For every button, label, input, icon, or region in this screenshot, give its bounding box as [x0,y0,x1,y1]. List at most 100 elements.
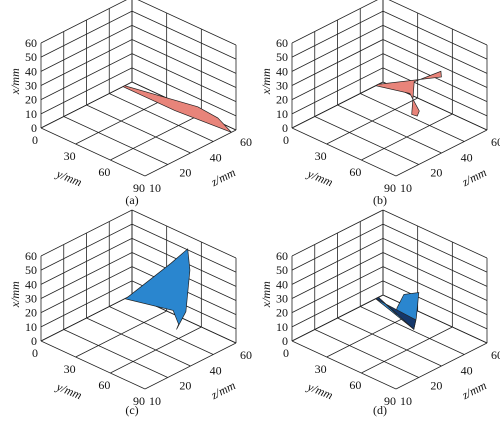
z-tick-label: 40 [210,363,222,377]
z-tick-label: 40 [210,150,222,164]
x-tick-label: 0 [282,121,288,135]
x-tick-label: 50 [25,263,37,277]
z-axis-label: z/mm [208,165,238,190]
x-tick-label: 30 [25,79,37,93]
grid-line [137,0,237,46]
z-tick-label: 20 [430,166,442,180]
y-tick-label: 0 [283,133,289,147]
y-axis-label: y/mm [305,379,336,402]
x-tick-label: 10 [276,320,288,334]
z-tick-label: 20 [179,379,191,393]
grid-line [382,223,488,273]
y-tick-label: 30 [64,149,76,163]
grid-line [382,24,488,74]
grid-line [360,93,465,142]
grid-line [382,280,488,330]
x-tick-label: 50 [25,50,37,64]
y-tick-label: 60 [98,165,110,179]
z-axis-label: z/mm [459,378,489,403]
grid-line [337,104,442,154]
grid-line [314,116,419,165]
z-tick-label: 20 [430,379,442,393]
grid-line [63,116,168,165]
y-tick-label: 90 [133,181,145,195]
grid-line [131,53,237,103]
x-tick-label: 10 [276,107,288,121]
grid-line [337,317,442,367]
y-tick-label: 90 [133,394,145,408]
x-tick-label: 50 [276,263,288,277]
grid-line [382,209,488,259]
panel-caption: (b) [373,193,387,207]
grid-line [382,252,488,301]
z-axis-label: z/mm [459,165,489,190]
panel-caption: (a) [125,193,138,207]
y-axis-label: y/mm [54,379,85,402]
x-tick-label: 30 [25,292,37,306]
grid-line [40,127,146,177]
z-axis-label: z/mm [208,378,238,403]
x-tick-label: 60 [25,249,37,263]
grid-line [360,306,465,355]
y-tick-label: 60 [98,378,110,392]
x-tick-label: 20 [25,93,37,107]
y-tick-label: 60 [349,165,361,179]
grid-line [86,104,191,154]
grid-line [382,67,488,117]
x-tick-label: 60 [25,36,37,50]
y-axis-label: y/mm [54,166,85,189]
surface-patch [123,248,191,330]
grid-line [131,10,237,60]
grid-line [131,209,237,259]
grid-line [131,67,237,117]
x-tick-label: 50 [276,50,288,64]
z-tick-label: 10 [149,181,161,195]
y-tick-label: 60 [349,378,361,392]
panel-caption: (c) [125,403,138,417]
x-tick-label: 20 [276,93,288,107]
y-axis-label: y/mm [305,166,336,189]
z-tick-label: 60 [240,348,252,362]
z-tick-label: 60 [491,135,500,149]
surface-patch [122,85,232,133]
x-tick-label: 60 [276,249,288,263]
y-tick-label: 0 [32,133,38,147]
x-tick-label: 30 [276,79,288,93]
x-tick-label: 0 [282,334,288,348]
x-tick-label: 0 [31,121,37,135]
x-tick-label: 0 [31,334,37,348]
z-tick-label: 20 [179,166,191,180]
x-tick-label: 10 [25,107,37,121]
grid-line [382,266,488,316]
grid-line [131,39,237,88]
z-tick-label: 40 [461,363,473,377]
y-tick-label: 0 [283,346,289,360]
z-tick-label: 10 [400,181,412,195]
z-tick-label: 40 [461,150,473,164]
x-axis-label: x/mm [259,68,273,95]
grid-line [109,93,214,142]
grid-line [131,24,237,74]
z-tick-label: 60 [491,348,500,362]
grid-line [63,329,168,378]
y-tick-label: 90 [384,181,396,195]
grid-line [388,0,488,46]
z-tick-label: 60 [240,135,252,149]
grid-line [86,317,191,367]
grid-line [382,237,488,287]
grid-line [291,340,397,390]
x-tick-label: 40 [276,64,288,78]
x-tick-label: 30 [276,292,288,306]
y-tick-label: 30 [64,362,76,376]
surface-patch [374,70,442,117]
grid-line [314,329,419,378]
x-tick-label: 20 [25,306,37,320]
z-tick-label: 10 [149,394,161,408]
x-tick-label: 10 [25,320,37,334]
panel-caption: (d) [373,403,387,417]
x-axis-label: x/mm [8,68,22,95]
grid-line [382,10,488,60]
